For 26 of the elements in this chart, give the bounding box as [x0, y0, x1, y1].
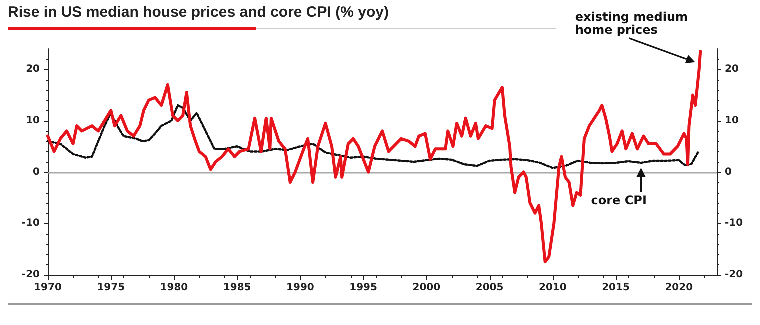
y2-tick-label: 20 [725, 64, 739, 76]
y-tick-label: 10 [26, 115, 40, 126]
annotation: existing medium home prices [575, 10, 688, 37]
x-tick-label: 1970 [34, 282, 62, 294]
x-tick-label: 2010 [538, 282, 567, 294]
chart-title: Rise in US median house prices and core CPI (% yoy) [8, 4, 389, 21]
x-tick-label: 1985 [223, 282, 252, 294]
annotation: core CPI [591, 194, 647, 208]
x-tick-label: 1995 [350, 282, 378, 294]
y2-tick-label: -10 [725, 218, 744, 230]
y-tick-label: -20 [22, 270, 40, 280]
x-tick-label: 2005 [476, 282, 504, 294]
x-tick-label: 2015 [602, 282, 630, 294]
x-tick-label: 1990 [286, 282, 314, 294]
y2-tick-label: -20 [725, 270, 744, 280]
y-tick-label: 0 [33, 166, 40, 178]
x-tick-label: 1980 [160, 282, 188, 294]
y-tick-label: 20 [26, 64, 40, 76]
x-tick-label: 1975 [97, 282, 126, 294]
line-series [46, 104, 700, 170]
y-tick-label: -10 [22, 218, 40, 230]
x-tick-label: 2000 [412, 282, 441, 294]
y2-tick-label: 10 [725, 115, 739, 126]
y2-tick-label: 0 [725, 166, 732, 178]
line-series [46, 50, 702, 264]
x-tick-label: 2020 [665, 282, 694, 294]
